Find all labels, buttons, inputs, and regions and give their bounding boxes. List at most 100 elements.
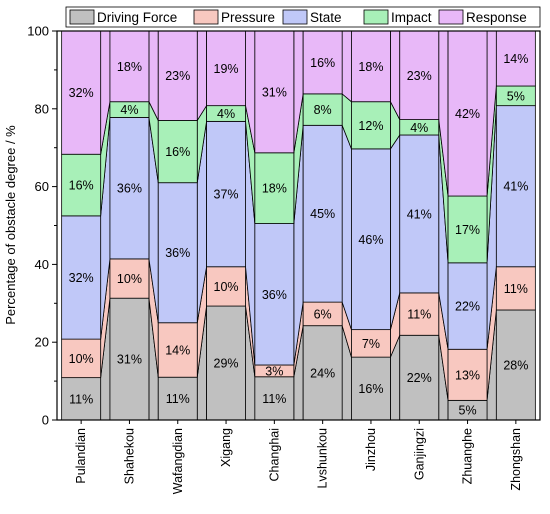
data-label: 29%	[214, 357, 239, 371]
data-label: 18%	[117, 60, 142, 74]
bar-xigang-state	[206, 120, 246, 268]
bar-zhongshan-pressure	[495, 266, 536, 311]
data-label: 32%	[69, 86, 94, 100]
legend-swatch-state	[282, 9, 308, 25]
bar-zhuanghe-response	[447, 30, 488, 197]
data-label: 22%	[455, 300, 480, 314]
plot-area: 11% 10% 32% 16% 32% Pulandian 31% 10% 36% 4% 18% Sh…	[27, 24, 541, 494]
y-tick-label: 60	[35, 179, 49, 194]
bar-zhuanghe-impact	[447, 195, 488, 264]
x-tick-label: Jinzhou	[364, 428, 378, 471]
bar-lvshunkou-response	[302, 30, 343, 95]
data-label: 10%	[69, 352, 94, 366]
data-label: 14%	[503, 52, 528, 66]
x-tick-label: Ganjingzi	[412, 428, 426, 480]
bar-xigang-pressure	[206, 266, 246, 307]
bar-jinzhou-response	[351, 30, 391, 103]
data-label: 28%	[503, 358, 528, 372]
data-label: 10%	[214, 280, 239, 294]
data-label: 14%	[165, 343, 190, 357]
x-tick-label: Zhongshan	[509, 428, 523, 491]
bar-changhai-response	[254, 30, 295, 154]
bar-shahekou-driving-force	[109, 297, 150, 421]
x-tick-label: Shahekou	[122, 428, 136, 484]
data-label: 41%	[503, 180, 528, 194]
data-label: 36%	[262, 288, 287, 302]
data-label: 41%	[407, 207, 432, 221]
data-label: 31%	[117, 353, 142, 367]
data-label: 11%	[69, 392, 93, 406]
x-tick-label: Changhai	[267, 428, 281, 482]
data-label: 4%	[217, 107, 235, 121]
legend-label: Driving Force	[97, 10, 177, 25]
bar-zhuanghe-pressure	[447, 348, 488, 401]
data-label: 18%	[262, 182, 287, 196]
data-label: 46%	[358, 233, 383, 247]
bar-zhuanghe-state	[447, 262, 488, 350]
data-label: 17%	[455, 223, 480, 237]
data-label: 7%	[362, 337, 380, 351]
bar-jinzhou-impact	[351, 101, 391, 150]
legend-swatch-response	[438, 9, 464, 25]
data-label: 16%	[358, 382, 383, 396]
bar-ganjingzi-pressure	[399, 292, 440, 336]
x-tick-label: Lvshunkou	[316, 428, 330, 489]
data-label: 36%	[165, 246, 190, 260]
legend-swatch-impact	[363, 9, 389, 25]
bar-jinzhou-driving-force	[351, 356, 391, 421]
connector-3-response	[196, 30, 207, 122]
x-tick-label: Pulandian	[74, 428, 88, 484]
bar-shahekou-pressure	[109, 258, 150, 299]
y-tick-label: 0	[42, 413, 49, 428]
bar-shahekou-state	[109, 117, 150, 260]
data-label: 16%	[69, 179, 94, 193]
legend-swatch-driving-force	[69, 9, 95, 25]
bar-wafangdian-response	[157, 30, 198, 121]
bar-ganjingzi-response	[399, 30, 440, 120]
data-label: 13%	[455, 368, 480, 382]
legend-swatch-pressure	[193, 9, 219, 25]
data-label: 4%	[410, 121, 428, 135]
bar-changhai-impact	[254, 152, 295, 224]
x-tick-label: Zhuanghe	[461, 428, 475, 484]
data-label: 31%	[262, 85, 287, 99]
x-tick-label: Xigang	[219, 428, 233, 467]
data-label: 23%	[165, 69, 190, 83]
bar-pulandian-response	[61, 30, 102, 155]
data-label: 16%	[310, 56, 335, 70]
data-label: 11%	[262, 392, 286, 406]
bar-jinzhou-pressure	[351, 329, 391, 358]
data-label: 24%	[310, 366, 335, 380]
data-label: 5%	[507, 89, 525, 103]
connector-6-state	[341, 125, 352, 330]
legend-label: Impact	[391, 10, 432, 25]
bar-pulandian-pressure	[61, 338, 102, 379]
data-label: 16%	[165, 145, 190, 159]
y-tick-label: 80	[35, 101, 49, 116]
data-label: 45%	[310, 207, 335, 221]
data-label: 5%	[459, 404, 477, 418]
bar-lvshunkou-driving-force	[302, 325, 343, 421]
bar-wafangdian-state	[157, 182, 198, 324]
data-label: 6%	[314, 307, 332, 321]
bar-wafangdian-pressure	[157, 322, 198, 378]
bar-changhai-state	[254, 223, 295, 366]
legend-label: Pressure	[221, 10, 275, 25]
data-label: 11%	[504, 282, 528, 296]
data-label: 42%	[455, 107, 480, 121]
y-tick-label: 20	[35, 335, 49, 350]
data-label: 37%	[214, 188, 239, 202]
legend-label: State	[310, 10, 342, 25]
data-label: 11%	[407, 308, 431, 322]
bar-pulandian-impact	[61, 153, 102, 217]
legend-label: Response	[466, 10, 527, 25]
connector-6-response	[341, 30, 352, 103]
y-tick-label: 40	[35, 257, 49, 272]
data-label: 18%	[358, 60, 383, 74]
data-label: 10%	[117, 272, 142, 286]
data-label: 36%	[117, 182, 142, 196]
bar-pulandian-state	[61, 215, 102, 340]
data-label: 4%	[120, 103, 138, 117]
data-label: 22%	[407, 371, 432, 385]
